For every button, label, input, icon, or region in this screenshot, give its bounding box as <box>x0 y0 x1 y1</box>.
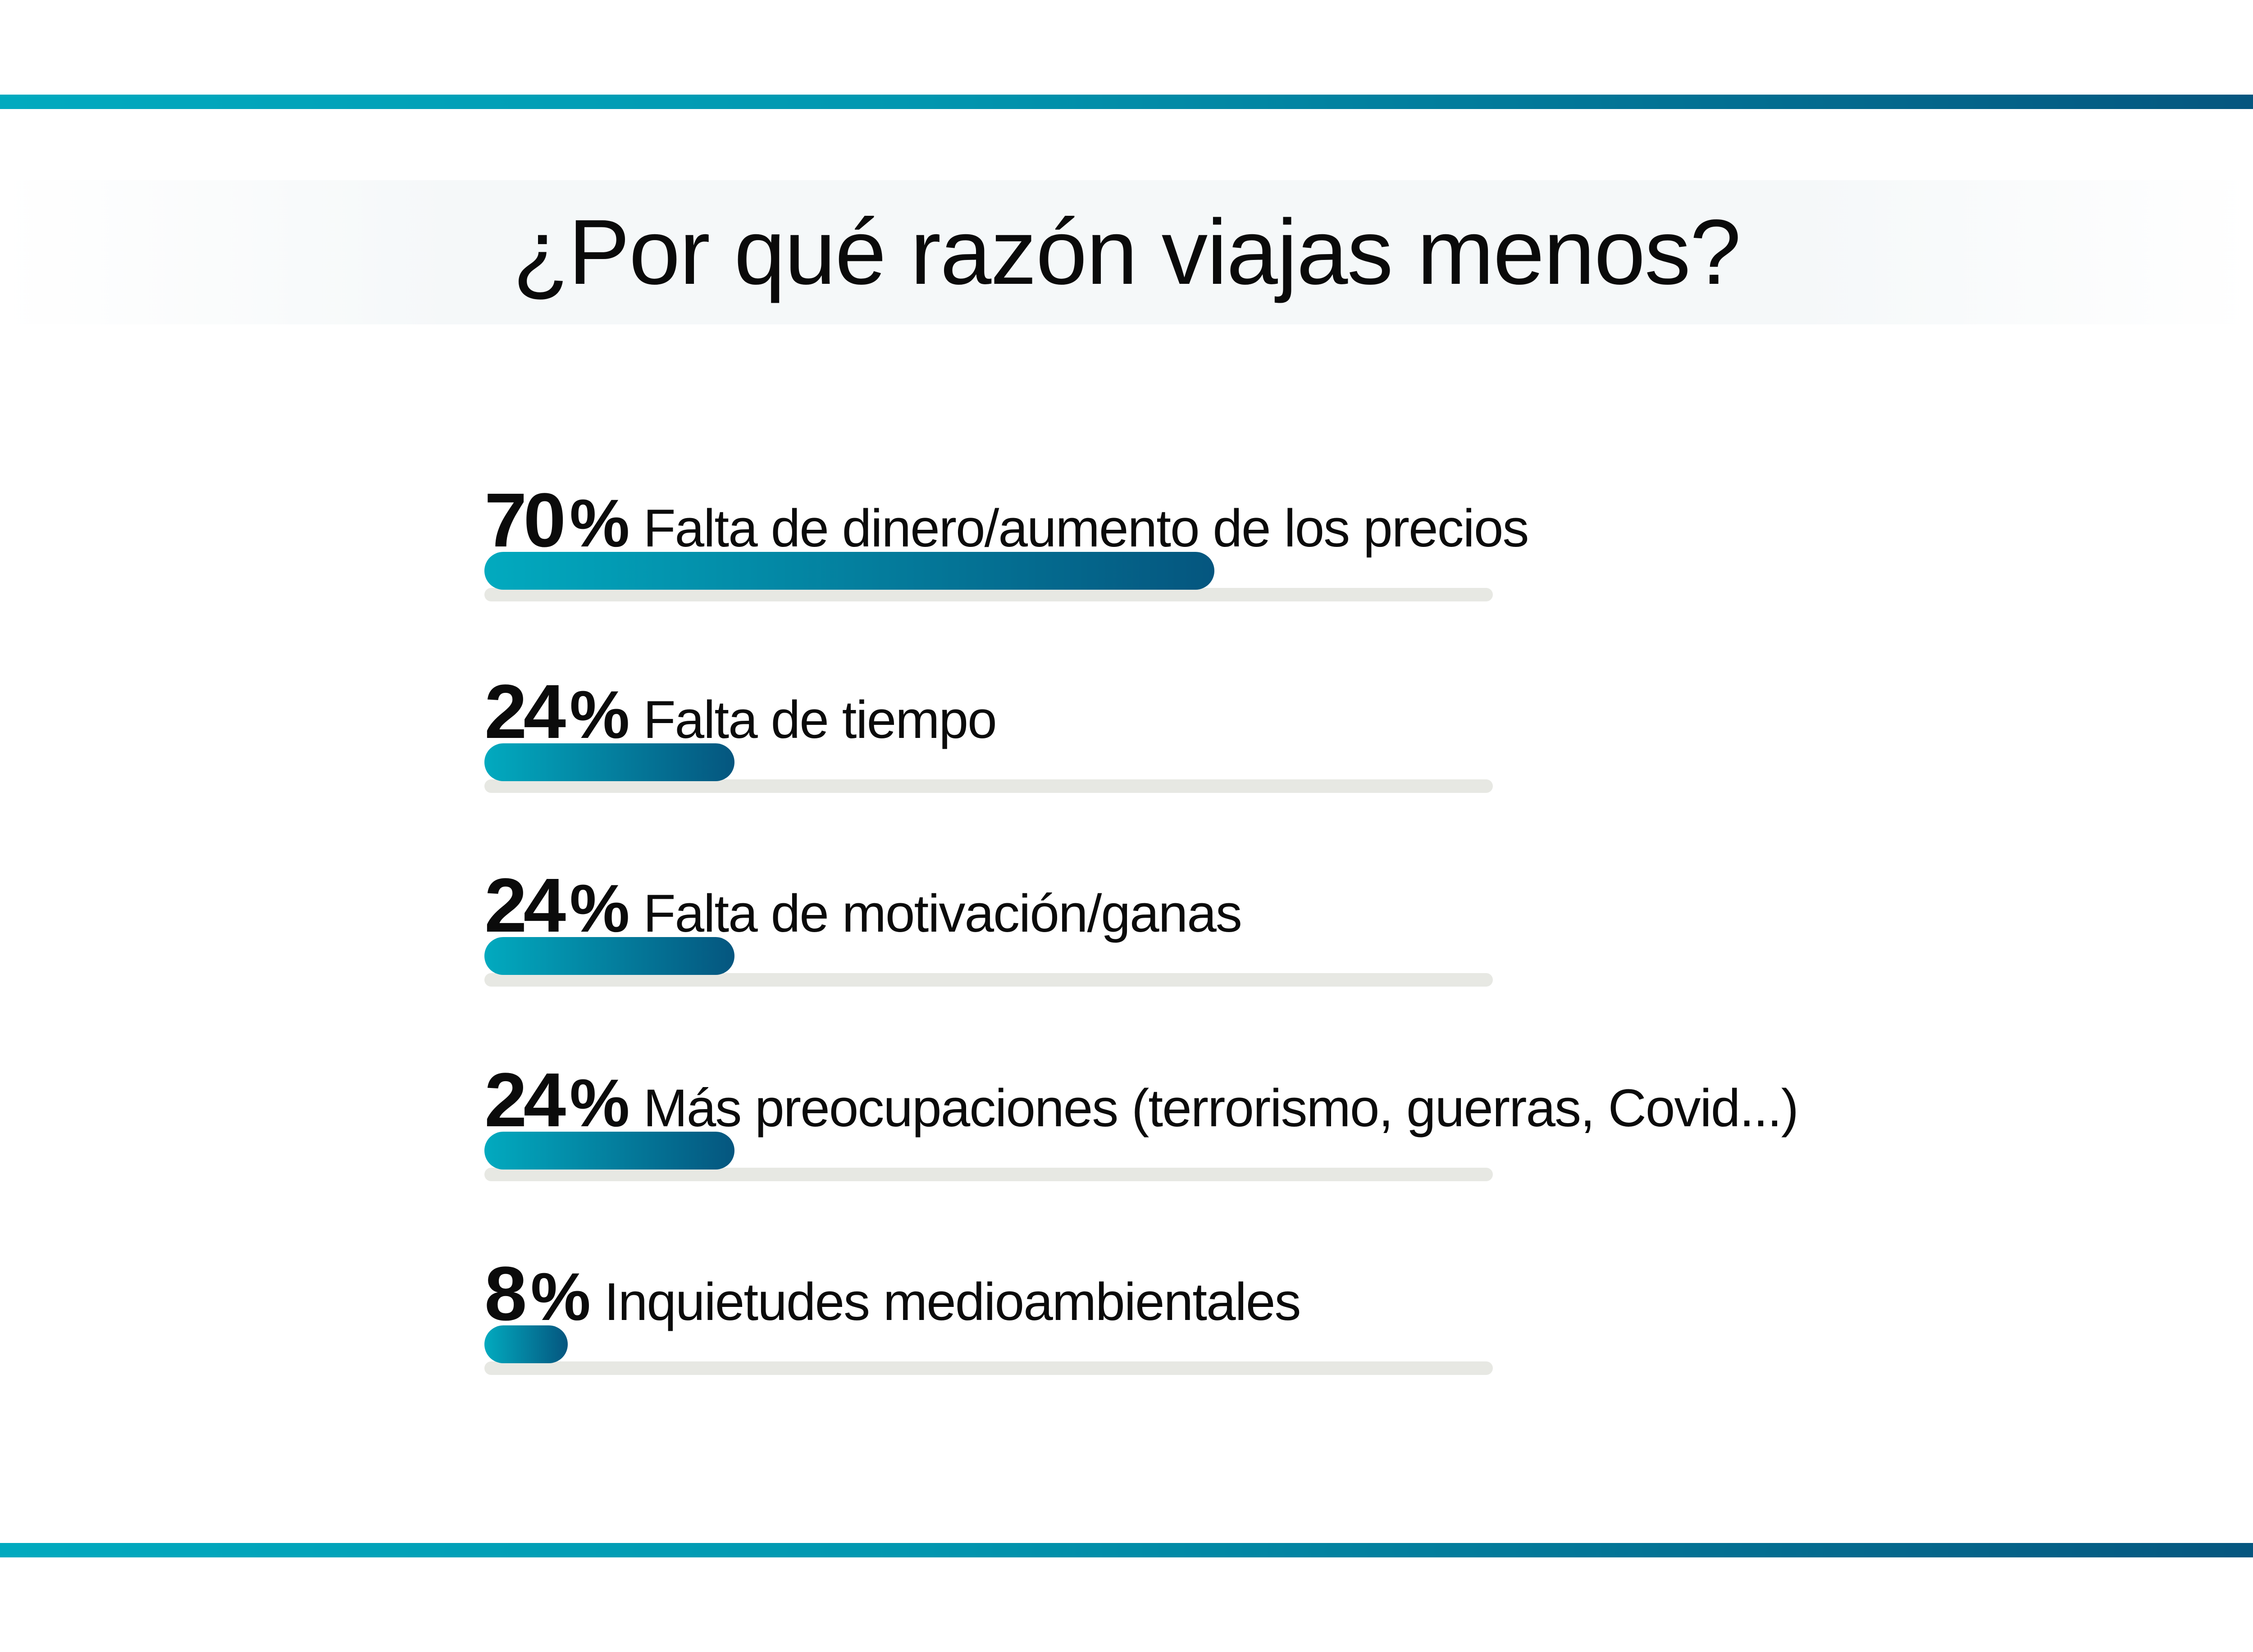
percentage-value: 70 <box>484 478 566 563</box>
bar-fill <box>484 937 734 975</box>
reason-label: Más preocupaciones (terrorismo, guerras,… <box>643 1079 1799 1138</box>
reason-label: Falta de tiempo <box>643 690 997 750</box>
bar-fill <box>484 1325 568 1363</box>
percent-sign: % <box>570 1065 630 1141</box>
bar-track <box>484 973 1493 987</box>
percentage-value: 8 <box>484 1251 527 1337</box>
bar-track <box>484 588 1493 601</box>
bottom-accent-rule <box>0 1543 2253 1557</box>
percent-sign: % <box>570 870 630 946</box>
bar-row: 24% Falta de tiempo <box>484 671 2242 820</box>
reason-label: Falta de motivación/ganas <box>643 884 1242 943</box>
bar-row: 70% Falta de dinero/aumento de los precio… <box>484 480 2242 628</box>
percent-sign: % <box>570 485 630 561</box>
bar-row: 8% Inquietudes medioambientales <box>484 1253 2242 1402</box>
bar-label-group: 70% Falta de dinero/aumento de los precio… <box>484 478 1529 569</box>
top-accent-rule <box>0 95 2253 109</box>
bar-label-group: 24% Más preocupaciones (terrorismo, guerr… <box>484 1057 1799 1149</box>
bar-track <box>484 1168 1493 1181</box>
percentage-value: 24 <box>484 669 566 755</box>
bar-fill <box>484 552 1214 590</box>
title-band <box>0 180 2253 324</box>
percent-sign: % <box>530 1259 591 1334</box>
bar-label-group: 24% Falta de motivación/ganas <box>484 863 1242 954</box>
chart-title: ¿Por qué razón viajas menos? <box>512 200 1741 304</box>
bar-label-group: 8% Inquietudes medioambientales <box>484 1251 1301 1343</box>
bar-fill <box>484 1132 734 1170</box>
percentage-value: 24 <box>484 863 566 948</box>
reason-label: Falta de dinero/aumento de los precios <box>643 499 1529 558</box>
percent-sign: % <box>570 677 630 752</box>
bar-track <box>484 779 1493 793</box>
bar-track <box>484 1361 1493 1375</box>
bar-row: 24% Falta de motivación/ganas <box>484 865 2242 1014</box>
percentage-value: 24 <box>484 1057 566 1143</box>
bar-fill <box>484 743 734 781</box>
bar-label-group: 24% Falta de tiempo <box>484 669 997 760</box>
reason-label: Inquietudes medioambientales <box>604 1272 1301 1332</box>
bar-row: 24% Más preocupaciones (terrorismo, guerr… <box>484 1060 2242 1208</box>
